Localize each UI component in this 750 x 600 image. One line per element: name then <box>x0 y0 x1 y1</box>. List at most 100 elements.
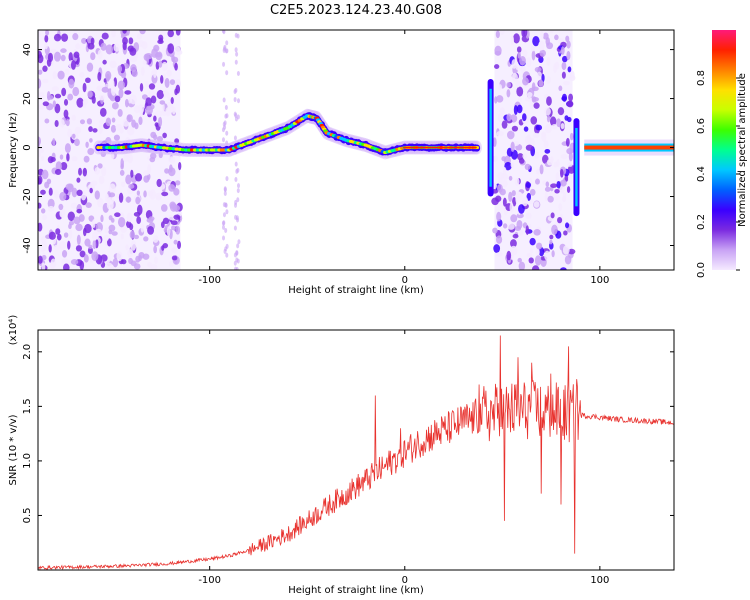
noise-blob <box>122 37 128 45</box>
noise-blob <box>535 178 540 185</box>
noise-blob <box>234 266 238 270</box>
noise-blob <box>499 107 506 115</box>
noise-blob <box>99 107 107 117</box>
noise-blob <box>70 259 79 265</box>
y-tick-label: 1.0 <box>22 453 33 469</box>
noise-blob <box>236 167 240 173</box>
noise-blob <box>127 249 134 258</box>
noise-blob <box>42 78 49 84</box>
noise-blob <box>76 234 81 245</box>
noise-blob <box>105 73 110 82</box>
noise-blob <box>138 116 143 126</box>
noise-blob <box>236 114 240 120</box>
noise-blob <box>58 203 64 211</box>
noise-blob <box>89 138 93 143</box>
noise-blob <box>557 107 565 116</box>
noise-blob <box>120 158 124 169</box>
noise-blob <box>42 65 48 72</box>
noise-blob <box>101 32 109 40</box>
noise-blob <box>550 183 558 188</box>
noise-blob <box>544 124 552 134</box>
noise-blob <box>60 48 67 53</box>
noise-blob <box>544 107 551 116</box>
noise-blob <box>156 178 162 188</box>
noise-blob <box>122 155 130 162</box>
noise-blob <box>116 251 123 262</box>
noise-blob <box>522 153 528 159</box>
noise-blob <box>516 104 523 114</box>
noise-blob <box>61 33 69 42</box>
noise-blob <box>61 258 69 266</box>
noise-blob <box>223 187 227 193</box>
noise-blob <box>170 97 174 105</box>
x-tick-label: 100 <box>590 575 609 586</box>
noise-blob <box>148 216 155 221</box>
noise-blob <box>174 62 178 71</box>
noise-blob <box>129 47 137 56</box>
noise-blob <box>543 140 549 149</box>
noise-blob <box>534 66 542 73</box>
noise-blob <box>538 40 545 51</box>
noise-blob <box>506 130 515 140</box>
noise-blob <box>530 116 538 125</box>
noise-blob <box>145 105 153 115</box>
noise-blob <box>496 130 504 137</box>
noise-blob <box>495 252 503 257</box>
noise-blob <box>117 217 126 228</box>
noise-blob <box>41 262 46 270</box>
spectrogram-image <box>38 30 674 270</box>
noise-blob <box>75 223 83 232</box>
noise-blob <box>560 168 564 178</box>
noise-blob <box>40 247 46 253</box>
noise-blob <box>528 257 534 264</box>
noise-blob <box>169 164 173 173</box>
noise-blob <box>126 212 133 223</box>
noise-blob <box>136 33 143 40</box>
noise-blob <box>529 198 534 205</box>
noise-blob <box>88 126 93 132</box>
y-tick-label: 0.5 <box>22 508 33 524</box>
noise-blob <box>502 179 508 188</box>
noise-blob <box>510 149 518 160</box>
noise-blob <box>59 119 65 128</box>
noise-blob <box>498 84 503 91</box>
noise-blob <box>153 69 157 79</box>
noise-blob <box>91 231 98 241</box>
noise-blob <box>38 175 43 185</box>
noise-blob <box>82 100 87 109</box>
noise-blob <box>79 72 85 78</box>
noise-blob <box>130 260 137 267</box>
snr-y-ticks: 0.5 1.0 1.5 2.0 <box>22 344 674 524</box>
noise-blob <box>162 217 170 225</box>
x-tick-label: -100 <box>198 275 221 286</box>
noise-blob <box>94 190 100 200</box>
x-tick-label: -100 <box>198 575 221 586</box>
noise-blob <box>111 231 118 236</box>
noise-blob <box>149 152 157 160</box>
noise-blob <box>147 261 152 268</box>
noise-blob <box>54 103 61 114</box>
noise-blob <box>531 265 540 270</box>
noise-blob <box>105 117 112 127</box>
noise-blob <box>114 212 121 218</box>
noise-blob <box>169 79 176 85</box>
noise-blob <box>82 227 87 237</box>
noise-blob <box>55 228 61 235</box>
noise-blob <box>40 155 45 161</box>
colorbar-tick-label: 0.8 <box>696 70 707 86</box>
noise-blob <box>45 30 50 36</box>
noise-blob <box>562 55 568 63</box>
noise-blob <box>502 167 507 176</box>
noise-blob <box>60 54 66 62</box>
noise-blob <box>78 167 82 176</box>
noise-blob <box>156 89 164 100</box>
noise-blob <box>513 33 520 44</box>
noise-blob <box>117 65 123 73</box>
noise-blob <box>85 202 92 208</box>
noise-blob <box>63 109 69 119</box>
noise-blob <box>167 43 175 54</box>
noise-blob <box>507 223 515 230</box>
noise-blob <box>120 181 126 188</box>
noise-blob <box>130 169 134 178</box>
